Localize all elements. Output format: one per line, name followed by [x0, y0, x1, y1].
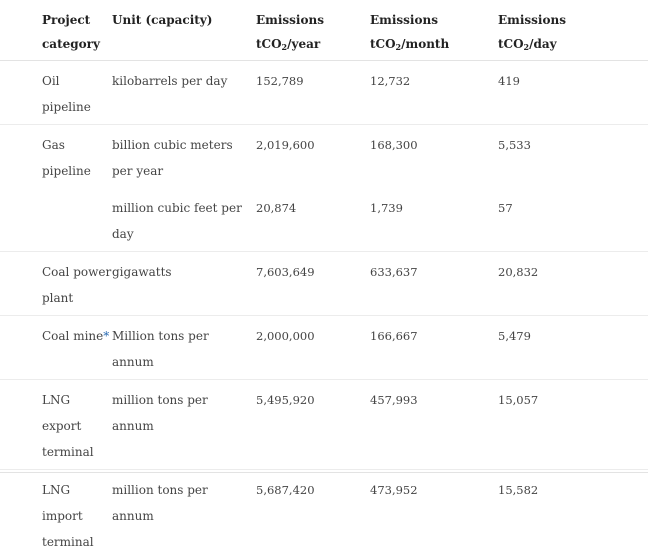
header-emissions-year: Emissions tCO2/year [256, 0, 370, 61]
header-year-suffix: /year [287, 37, 320, 51]
header-emissions-year-line2: tCO2/year [256, 32, 370, 56]
cell-unit: million tons per annum [112, 470, 256, 559]
cell-unit: gigawatts [112, 252, 256, 316]
cell-emissions-month: 457,993 [370, 380, 498, 470]
cell-category: Oil pipeline [0, 61, 112, 125]
cell-emissions-month: 168,300 [370, 125, 498, 189]
header-emissions-month-line1: Emissions [370, 8, 498, 32]
cell-emissions-month: 473,952 [370, 470, 498, 559]
cell-emissions-month: 1,739 [370, 188, 498, 252]
header-project-category-label: Project category [42, 13, 100, 51]
cell-emissions-month: 12,732 [370, 61, 498, 125]
cell-unit: million cubic feet per day [112, 188, 256, 252]
header-emissions-day: Emissions tCO2/day [498, 0, 648, 61]
table-row: Oil pipeline kilobarrels per day 152,789… [0, 61, 648, 125]
cell-emissions-day: 15,582 [498, 470, 648, 559]
cell-unit: Million tons per annum [112, 316, 256, 380]
header-month-prefix: tCO [370, 37, 396, 51]
header-project-category: Project category [0, 0, 112, 61]
cell-emissions-year: 5,687,420 [256, 470, 370, 559]
footnote-asterisk: * [103, 329, 109, 343]
emissions-table-container: Project category Unit (capacity) Emissio… [0, 0, 648, 475]
cell-emissions-year: 20,874 [256, 188, 370, 252]
cell-category-text: Coal mine [42, 329, 103, 343]
table-row: Coal power plant gigawatts 7,603,649 633… [0, 252, 648, 316]
header-day-prefix: tCO [498, 37, 524, 51]
cell-emissions-day: 5,479 [498, 316, 648, 380]
cell-emissions-year: 7,603,649 [256, 252, 370, 316]
header-emissions-month-line2: tCO2/month [370, 32, 498, 56]
header-emissions-day-line1: Emissions [498, 8, 648, 32]
cell-emissions-month: 166,667 [370, 316, 498, 380]
table-row: million cubic feet per day 20,874 1,739 … [0, 188, 648, 252]
cell-emissions-day: 5,533 [498, 125, 648, 189]
table-row: LNG import terminal million tons per ann… [0, 470, 648, 559]
cell-emissions-day: 20,832 [498, 252, 648, 316]
cell-category: Coal mine* [0, 316, 112, 380]
cell-unit: kilobarrels per day [112, 61, 256, 125]
table-row: LNG export terminal million tons per ann… [0, 380, 648, 470]
cell-emissions-year: 2,019,600 [256, 125, 370, 189]
table-row: Gas pipeline billion cubic meters per ye… [0, 125, 648, 189]
header-emissions-year-line1: Emissions [256, 8, 370, 32]
header-emissions-day-line2: tCO2/day [498, 32, 648, 56]
table-row: Coal mine* Million tons per annum 2,000,… [0, 316, 648, 380]
cell-unit: billion cubic meters per year [112, 125, 256, 189]
header-unit-capacity-label: Unit (capacity) [112, 13, 212, 27]
header-day-suffix: /day [529, 37, 557, 51]
cell-emissions-year: 152,789 [256, 61, 370, 125]
table-bottom-rule [0, 472, 648, 473]
cell-emissions-year: 2,000,000 [256, 316, 370, 380]
header-unit-capacity: Unit (capacity) [112, 0, 256, 61]
header-month-suffix: /month [401, 37, 449, 51]
cell-category: Gas pipeline [0, 125, 112, 189]
header-year-prefix: tCO [256, 37, 282, 51]
cell-category: Coal power plant [0, 252, 112, 316]
cell-emissions-month: 633,637 [370, 252, 498, 316]
cell-emissions-day: 15,057 [498, 380, 648, 470]
table-header: Project category Unit (capacity) Emissio… [0, 0, 648, 61]
table-body: Oil pipeline kilobarrels per day 152,789… [0, 61, 648, 559]
cell-emissions-year: 5,495,920 [256, 380, 370, 470]
cell-category [0, 188, 112, 252]
cell-unit: million tons per annum [112, 380, 256, 470]
cell-emissions-day: 57 [498, 188, 648, 252]
header-row: Project category Unit (capacity) Emissio… [0, 0, 648, 61]
cell-emissions-day: 419 [498, 61, 648, 125]
header-emissions-month: Emissions tCO2/month [370, 0, 498, 61]
cell-category: LNG import terminal [0, 470, 112, 559]
cell-category: LNG export terminal [0, 380, 112, 470]
